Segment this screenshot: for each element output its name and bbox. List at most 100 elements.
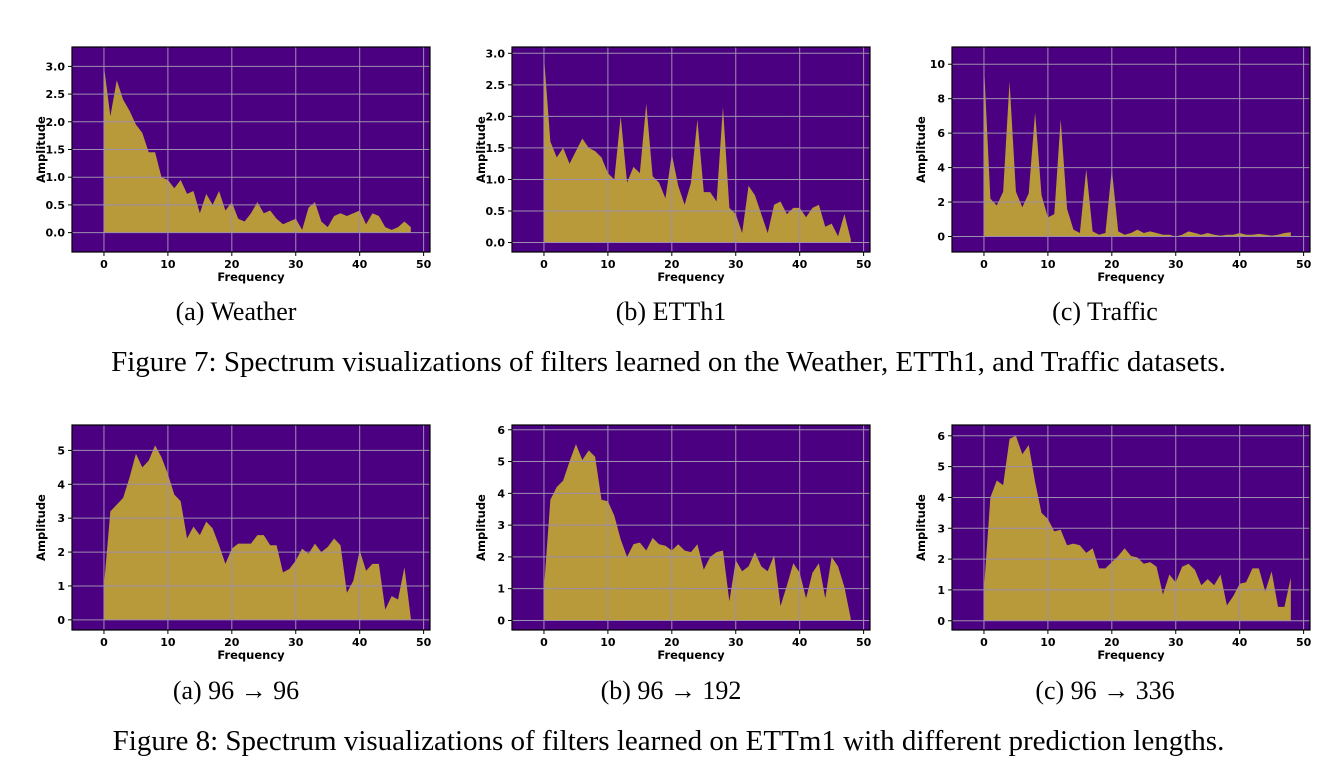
y-tick-label: 0.0	[46, 227, 66, 240]
chart-svg: 0 10 20 30 40 50 0 1 2 3 4 5 6 Frequency Amplitude	[474, 424, 872, 662]
x-tick-label: 30	[288, 258, 304, 271]
spectrum-area	[103, 445, 411, 620]
y-tick-label: 0	[937, 615, 945, 628]
y-axis-label: Amplitude	[914, 116, 928, 183]
x-tick-label: 10	[600, 636, 616, 649]
y-tick-label: 1.5	[486, 142, 506, 155]
y-tick-label: 4	[57, 478, 65, 491]
y-axis-label: Amplitude	[34, 494, 48, 561]
y-tick-label: 1.5	[46, 144, 66, 157]
y-tick-label: 3.0	[486, 47, 506, 60]
x-tick-label: 50	[416, 636, 432, 649]
y-tick-label: 5	[57, 444, 65, 457]
y-tick-label: 2	[937, 553, 945, 566]
figure-8-caption: Figure 8: Spectrum visualizations of fil…	[112, 725, 1225, 757]
y-tick-label: 0.5	[486, 205, 506, 218]
x-tick-label: 20	[224, 258, 240, 271]
x-tick-label: 10	[1040, 258, 1056, 271]
x-tick-label: 50	[856, 636, 872, 649]
y-tick-label: 2.0	[486, 110, 506, 123]
x-tick-label: 40	[352, 258, 368, 271]
plot-frame	[71, 424, 431, 631]
x-tick-label: 30	[288, 636, 304, 649]
y-tick-label: 2.0	[46, 116, 66, 129]
y-tick-label: 1	[57, 580, 65, 593]
y-tick-label: 0.5	[46, 199, 66, 212]
y-tick-label: 3	[57, 512, 65, 525]
x-axis-label: Frequency	[657, 648, 725, 662]
x-axis-label: Frequency	[1097, 270, 1165, 284]
spectrum-area	[983, 64, 1291, 237]
x-tick-label: 20	[1104, 636, 1120, 649]
plot-frame	[511, 46, 871, 253]
x-tick-label: 20	[1104, 258, 1120, 271]
x-tick-label: 50	[856, 258, 872, 271]
chart-svg: 0 10 20 30 40 50 0 1 2 3 4 5 Frequency Amplitude	[34, 424, 432, 662]
x-tick-label: 0	[100, 636, 108, 649]
chart-traffic: 0 10 20 30 40 50 0 2 4 6 8 10 Frequency Amplitude	[880, 40, 1320, 300]
chart-etth1: 0 10 20 30 40 50 0.0 0.5 1.0 1.5 2.0 2.5 3.0 Frequenc…	[440, 40, 880, 300]
chart-96-192: 0 10 20 30 40 50 0 1 2 3 4 5 6 Frequency Amplitude	[440, 418, 880, 678]
y-tick-label: 4	[497, 487, 505, 500]
y-axis-label: Amplitude	[474, 116, 488, 183]
y-tick-label: 0.0	[486, 237, 506, 250]
x-tick-label: 50	[416, 258, 432, 271]
x-tick-label: 10	[160, 258, 176, 271]
y-tick-label: 2	[497, 551, 505, 564]
plot-frame	[951, 46, 1311, 253]
x-tick-label: 30	[1168, 636, 1184, 649]
x-tick-label: 30	[728, 258, 744, 271]
x-tick-label: 50	[1296, 636, 1312, 649]
x-tick-label: 50	[1296, 258, 1312, 271]
x-tick-label: 10	[1040, 636, 1056, 649]
y-tick-label: 0	[497, 614, 505, 627]
y-axis-label: Amplitude	[474, 494, 488, 561]
x-axis-label: Frequency	[657, 270, 725, 284]
x-tick-label: 20	[224, 636, 240, 649]
x-tick-label: 40	[352, 636, 368, 649]
y-tick-label: 6	[937, 127, 945, 140]
spectrum-area	[103, 66, 411, 233]
y-tick-label: 2	[57, 546, 65, 559]
chart-96-336: 0 10 20 30 40 50 0 1 2 3 4 5 6 Frequency Amplitude	[880, 418, 1320, 678]
chart-svg: 0 10 20 30 40 50 0 1 2 3 4 5 6 Frequency Amplitude	[914, 424, 1312, 662]
y-tick-label: 0	[937, 230, 945, 243]
y-tick-label: 5	[497, 456, 505, 469]
y-axis-label: Amplitude	[34, 116, 48, 183]
x-tick-label: 30	[1168, 258, 1184, 271]
x-tick-label: 40	[1232, 636, 1248, 649]
x-tick-label: 0	[540, 636, 548, 649]
y-tick-label: 2.5	[486, 79, 506, 92]
x-tick-label: 40	[1232, 258, 1248, 271]
plot-frame	[951, 424, 1311, 631]
chart-svg: 0 10 20 30 40 50 0.0 0.5 1.0 1.5 2.0 2.5 3.0 Frequenc…	[34, 46, 432, 284]
y-tick-label: 0	[57, 614, 65, 627]
y-axis-label: Amplitude	[914, 494, 928, 561]
spectrum-area	[983, 435, 1291, 621]
x-tick-label: 10	[160, 636, 176, 649]
x-axis-label: Frequency	[217, 270, 285, 284]
y-tick-label: 2.5	[46, 88, 66, 101]
subcaption-96-336: (c) 96 → 336	[1035, 676, 1175, 705]
y-tick-label: 10	[930, 58, 946, 71]
figure-7-caption: Figure 7: Spectrum visualizations of fil…	[111, 346, 1226, 378]
subcaption-weather: (a) Weather	[175, 297, 297, 326]
x-tick-label: 30	[728, 636, 744, 649]
y-tick-label: 3	[497, 519, 505, 532]
x-tick-label: 20	[664, 258, 680, 271]
y-tick-label: 1.0	[46, 171, 66, 184]
y-tick-label: 1.0	[486, 173, 506, 186]
y-tick-label: 1	[497, 583, 505, 596]
plot-frame	[511, 424, 871, 631]
chart-96-96: 0 10 20 30 40 50 0 1 2 3 4 5 Frequency Amplitude	[0, 418, 440, 678]
y-tick-label: 2	[937, 196, 945, 209]
y-tick-label: 8	[937, 93, 945, 106]
x-tick-label: 0	[980, 636, 988, 649]
y-tick-label: 3.0	[46, 60, 66, 73]
y-tick-label: 4	[937, 491, 945, 504]
y-tick-label: 6	[497, 424, 505, 437]
x-tick-label: 0	[980, 258, 988, 271]
chart-weather: 0 10 20 30 40 50 0.0 0.5 1.0 1.5 2.0 2.5 3.0 Frequenc…	[0, 40, 440, 300]
x-tick-label: 40	[792, 258, 808, 271]
x-tick-label: 10	[600, 258, 616, 271]
